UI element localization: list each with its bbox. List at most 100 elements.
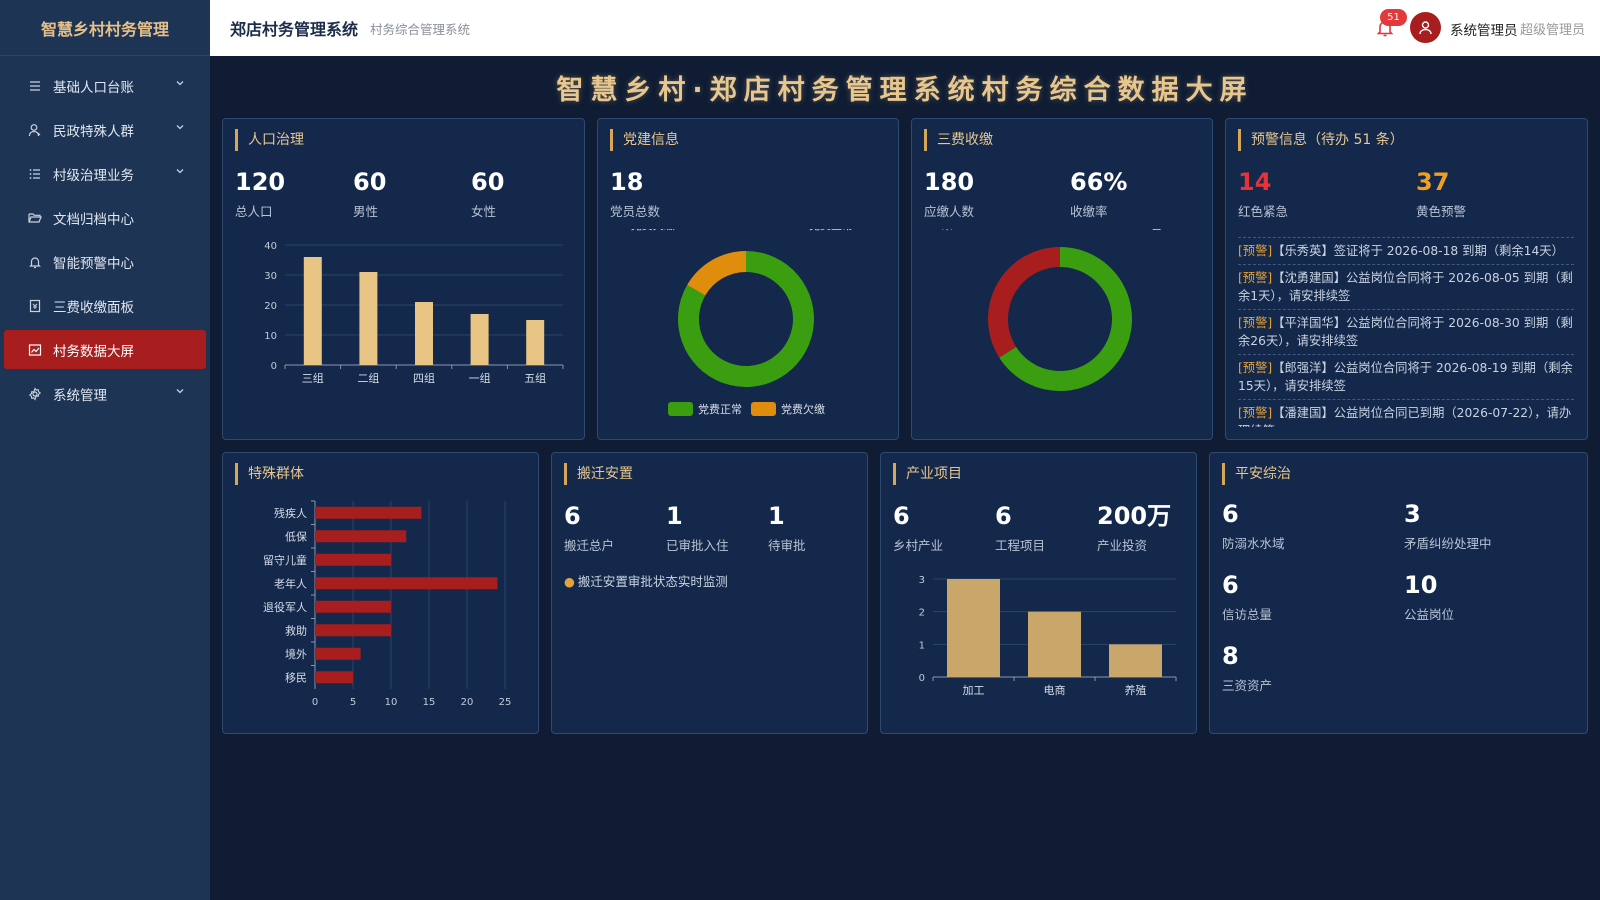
warning-text: 【郎强洋】公益岗位合同将于 2026-08-19 到期（剩余15天），请安排续签 bbox=[1238, 361, 1573, 393]
stat-label: 工程项目 bbox=[995, 538, 1046, 553]
x-tick-label: 5 bbox=[350, 697, 356, 708]
slice-label: 已... bbox=[1151, 229, 1173, 232]
y-tick-label: 40 bbox=[264, 241, 277, 252]
panel-relocation: 搬迁安置 6 搬迁总户 1 已审批入住 1 待审批 ● 搬迁安置审批状态实时监测 bbox=[551, 452, 868, 734]
legend-swatch bbox=[668, 402, 693, 416]
stat-label: 矛盾纠纷处理中 bbox=[1404, 536, 1492, 551]
stat-label: 女性 bbox=[471, 204, 497, 219]
bar bbox=[315, 624, 391, 637]
panel-title: 平安综治 bbox=[1222, 463, 1291, 485]
bar bbox=[315, 647, 361, 660]
stat-value: 6 bbox=[1222, 571, 1239, 599]
sidebar-item-label: 村务数据大屏 bbox=[53, 343, 134, 360]
stat-red-urgent: 14 红色紧急 bbox=[1238, 167, 1288, 220]
chevron-down-icon bbox=[176, 125, 184, 130]
stat-payable-count: 180 应缴人数 bbox=[924, 167, 974, 220]
app-logo: 智慧乡村村务管理 bbox=[0, 0, 210, 56]
y-tick-label: 退役军人 bbox=[263, 600, 307, 614]
bar bbox=[303, 257, 322, 365]
bar bbox=[526, 320, 545, 365]
sidebar-menu: 基础人口台账 民政特殊人群 村级治理业务 文档归档中心 智能预警中心 三费收缴面… bbox=[0, 56, 210, 413]
user-name[interactable]: 系统管理员 bbox=[1450, 23, 1518, 39]
gear-icon bbox=[28, 386, 42, 401]
legend-label: 党费欠缴 bbox=[781, 402, 825, 416]
stat-yellow-warning: 37 黄色预警 bbox=[1416, 167, 1466, 220]
warning-item[interactable]: [预警]【潘建国】公益岗位合同已到期（2026-07-22），请办理续签 bbox=[1238, 399, 1574, 427]
stat-value: 60 bbox=[471, 168, 505, 196]
y-tick-label: 境外 bbox=[285, 647, 307, 661]
chevron-down-icon bbox=[176, 389, 184, 394]
stat-label: 总人口 bbox=[235, 204, 273, 219]
warning-text: 【平洋国华】公益岗位合同将于 2026-08-30 到期（剩余26天），请安排续… bbox=[1238, 316, 1573, 348]
x-tick-label: 0 bbox=[312, 697, 318, 708]
warning-tag: [预警] bbox=[1238, 406, 1273, 420]
sidebar-item-system-settings[interactable]: 系统管理 bbox=[4, 374, 206, 413]
party-fee-donut-chart: 党费正常: ... 党费欠缴: 3 党费正常 党费欠缴 bbox=[631, 229, 871, 416]
chevron-down-icon bbox=[176, 169, 184, 174]
warning-item[interactable]: [预警]【乐秀英】签证将于 2026-08-18 到期（剩余14天） bbox=[1238, 237, 1574, 264]
stat-label: 搬迁总户 bbox=[564, 538, 615, 553]
x-tick-label: 一组 bbox=[469, 371, 491, 385]
stat-engineering-projects: 6 工程项目 bbox=[995, 501, 1045, 554]
stat-label: 产业投资 bbox=[1097, 538, 1148, 553]
y-tick-label: 0 bbox=[271, 361, 277, 372]
panel-title: 党建信息 bbox=[610, 129, 679, 151]
sidebar-item-label: 三费收缴面板 bbox=[53, 299, 134, 316]
stat-total-population: 120 总人口 bbox=[235, 167, 285, 220]
y-tick-label: 残疾人 bbox=[274, 506, 307, 520]
slice-label: 未... bbox=[942, 229, 964, 232]
folder-open-icon bbox=[28, 211, 42, 225]
bullet-dot-icon: ● bbox=[564, 574, 575, 589]
stat-party-members: 18 党员总数 bbox=[610, 167, 660, 220]
legend-swatch bbox=[751, 402, 776, 416]
sidebar-item-special-population[interactable]: 民政特殊人群 bbox=[4, 110, 206, 149]
panel-title: 三费收缴 bbox=[924, 129, 993, 151]
stat-value: 14 bbox=[1238, 168, 1272, 196]
stat-drowning-waters: 6 防溺水水域 bbox=[1222, 499, 1285, 552]
sidebar-item-label: 村级治理业务 bbox=[53, 167, 134, 184]
warning-item[interactable]: [预警]【平洋国华】公益岗位合同将于 2026-08-30 到期（剩余26天），… bbox=[1238, 309, 1574, 354]
sidebar-item-population-ledger[interactable]: 基础人口台账 bbox=[4, 66, 206, 105]
avatar[interactable] bbox=[1410, 12, 1441, 43]
sidebar-item-label: 基础人口台账 bbox=[53, 79, 134, 96]
bar bbox=[315, 577, 498, 590]
sidebar-item-village-governance[interactable]: 村级治理业务 bbox=[4, 154, 206, 193]
legend-label: 党费正常 bbox=[698, 403, 742, 416]
sidebar-item-document-archive[interactable]: 文档归档中心 bbox=[4, 198, 206, 237]
stat-value: 37 bbox=[1416, 168, 1450, 196]
stat-public-posts: 10 公益岗位 bbox=[1404, 570, 1454, 623]
y-tick-label: 3 bbox=[919, 575, 925, 586]
y-tick-label: 0 bbox=[919, 673, 925, 684]
x-tick-label: 养殖 bbox=[1125, 683, 1147, 697]
y-tick-label: 移民 bbox=[285, 671, 307, 684]
y-tick-label: 20 bbox=[264, 301, 277, 312]
stat-disputes: 3 矛盾纠纷处理中 bbox=[1404, 499, 1492, 552]
stat-value: 66% bbox=[1070, 168, 1128, 196]
warning-list: [预警]【乐秀英】签证将于 2026-08-18 到期（剩余14天） [预警]【… bbox=[1238, 237, 1574, 427]
warning-text: 【乐秀英】签证将于 2026-08-18 到期（剩余14天） bbox=[1272, 244, 1564, 258]
stat-label: 待审批 bbox=[768, 538, 806, 553]
stat-value: 180 bbox=[924, 168, 975, 196]
warning-tag: [预警] bbox=[1238, 316, 1273, 330]
bar bbox=[470, 314, 489, 365]
stat-label: 已审批入住 bbox=[666, 538, 729, 553]
stat-collection-rate: 66% 收缴率 bbox=[1070, 167, 1127, 220]
sidebar-item-smart-alert[interactable]: 智能预警中心 bbox=[4, 242, 206, 281]
warning-item[interactable]: [预警]【沈勇建国】公益岗位合同将于 2026-08-05 到期（剩余1天），请… bbox=[1238, 264, 1574, 309]
sidebar-item-data-screen[interactable]: 村务数据大屏 bbox=[4, 330, 206, 369]
bar bbox=[1109, 644, 1162, 677]
warning-item[interactable]: [预警]【郎强洋】公益岗位合同将于 2026-08-19 到期（剩余15天），请… bbox=[1238, 354, 1574, 399]
list-icon bbox=[28, 167, 42, 181]
donut-slice bbox=[687, 251, 746, 296]
stat-petitions: 6 信访总量 bbox=[1222, 570, 1272, 623]
bar bbox=[315, 600, 391, 613]
stat-label: 防溺水水域 bbox=[1222, 536, 1285, 551]
warning-tag: [预警] bbox=[1238, 271, 1273, 285]
sidebar-item-fee-dashboard[interactable]: 三费收缴面板 bbox=[4, 286, 206, 325]
bar bbox=[315, 530, 407, 543]
panel-title: 特殊群体 bbox=[235, 463, 304, 485]
stat-three-assets: 8 三资资产 bbox=[1222, 641, 1272, 694]
menu-lines-icon bbox=[28, 79, 42, 93]
sidebar-item-label: 文档归档中心 bbox=[53, 211, 134, 228]
receipt-icon bbox=[28, 299, 42, 313]
